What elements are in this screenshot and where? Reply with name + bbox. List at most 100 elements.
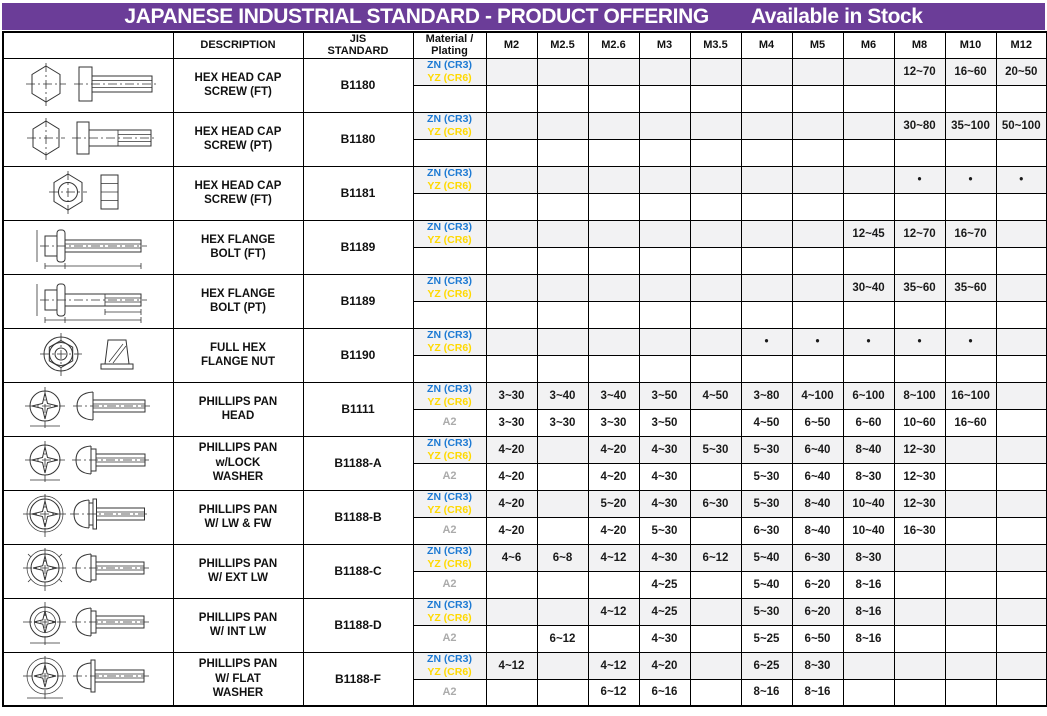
size-range-cell: [689, 219, 742, 248]
size-range-cell: •: [944, 165, 997, 194]
plating-yz-label: YZ (CR6): [427, 125, 472, 138]
size-range-cell: [485, 246, 538, 275]
phillips-pan-flat-washer-drawing: [2, 651, 174, 707]
plating-yz-label: YZ (CR6): [427, 71, 472, 84]
plating-zn-label: ZN (CR3): [427, 58, 472, 71]
plating-a2-label: [412, 246, 487, 275]
size-range-cell: [587, 570, 640, 599]
plating-yz-label: YZ (CR6): [427, 611, 472, 624]
product-row-a2: [3, 300, 1047, 329]
product-description: PHILLIPS PAN W/ LW & FW: [172, 489, 304, 545]
size-range-cell: [944, 300, 997, 329]
size-range-cell: [995, 327, 1047, 356]
size-range-cell: 3~30: [485, 381, 538, 410]
size-range-cell: [740, 219, 793, 248]
size-range-cell: [740, 246, 793, 275]
size-range-cell: 4~12: [587, 543, 640, 572]
product-table-body: HEX HEAD CAP SCREW (FT) B1180 ZN (CR3) Y…: [2, 57, 1047, 707]
size-range-cell: [995, 462, 1047, 491]
size-range-cell: [893, 354, 946, 383]
plating-yz-label: YZ (CR6): [427, 449, 472, 462]
col-header-material-plating: Material / Plating: [412, 31, 487, 59]
size-range-cell: [995, 489, 1047, 518]
size-range-cell: [536, 111, 589, 140]
size-range-cell: [791, 246, 844, 275]
plating-yz-label: YZ (CR6): [427, 287, 472, 300]
jis-standard-code: B1190: [302, 327, 414, 383]
size-range-cell: 16~30: [893, 516, 946, 545]
size-range-cell: 8~16: [842, 570, 895, 599]
title-bar: JAPANESE INDUSTRIAL STANDARD - PRODUCT O…: [2, 3, 1045, 30]
size-range-cell: 3~40: [587, 381, 640, 410]
jis-standard-code: B1181: [302, 165, 414, 221]
size-range-cell: 6~8: [536, 543, 589, 572]
phillips-pan-lock-washer-drawing: [2, 435, 174, 491]
size-range-cell: [638, 219, 691, 248]
size-range-cell: 16~100: [944, 381, 997, 410]
size-range-cell: [689, 138, 742, 167]
size-range-cell: 6~50: [791, 408, 844, 437]
size-range-cell: 5~30: [740, 435, 793, 464]
size-range-cell: [740, 354, 793, 383]
size-range-cell: [740, 138, 793, 167]
size-range-cell: 4~6: [485, 543, 538, 572]
plating-zn-label: ZN (CR3): [427, 112, 472, 125]
size-range-cell: [944, 354, 997, 383]
size-range-cell: 8~40: [791, 516, 844, 545]
size-range-cell: 6~30: [689, 489, 742, 518]
hex-flange-bolt-ft-drawing: [2, 219, 174, 275]
size-range-cell: [536, 570, 589, 599]
size-range-cell: 4~30: [638, 435, 691, 464]
size-range-cell: •: [995, 165, 1047, 194]
size-range-cell: [791, 354, 844, 383]
size-range-cell: [485, 300, 538, 329]
plating-yz-label: YZ (CR6): [427, 233, 472, 246]
product-row-a2: [3, 354, 1047, 383]
size-range-cell: [893, 678, 946, 707]
col-header-size-m6: M6: [842, 31, 895, 59]
product-row-plated: HEX FLANGE BOLT (PT) B1189 ZN (CR3) YZ (…: [2, 273, 1047, 329]
plating-znyz-label: ZN (CR3) YZ (CR6): [412, 273, 487, 302]
jis-standard-code: B1188-A: [302, 435, 414, 491]
size-range-cell: [944, 570, 997, 599]
plating-znyz-label: ZN (CR3) YZ (CR6): [412, 57, 487, 86]
size-range-cell: 4~30: [638, 624, 691, 653]
size-range-cell: [638, 192, 691, 221]
product-row-plated: HEX HEAD CAP SCREW (FT) B1180 ZN (CR3) Y…: [2, 57, 1047, 113]
plating-zn-label: ZN (CR3): [427, 652, 472, 665]
size-range-cell: 10~40: [842, 516, 895, 545]
jis-standard-code: B1188-B: [302, 489, 414, 545]
size-range-cell: [638, 327, 691, 356]
size-range-cell: 12~70: [893, 57, 946, 86]
jis-standard-code: B1180: [302, 57, 414, 113]
plating-zn-label: ZN (CR3): [427, 544, 472, 557]
size-range-cell: 3~30: [485, 408, 538, 437]
size-range-cell: [944, 624, 997, 653]
size-range-cell: [995, 246, 1047, 275]
size-range-cell: [485, 327, 538, 356]
size-range-cell: 16~70: [944, 219, 997, 248]
product-row-plated: PHILLIPS PAN w/LOCK WASHER B1188-A ZN (C…: [2, 435, 1047, 491]
size-range-cell: [842, 246, 895, 275]
size-range-cell: [638, 165, 691, 194]
plating-zn-label: ZN (CR3): [427, 274, 472, 287]
size-range-cell: [842, 165, 895, 194]
jis-standard-code: B1180: [302, 111, 414, 167]
size-range-cell: 6~20: [791, 597, 844, 626]
size-range-cell: 16~60: [944, 57, 997, 86]
size-range-cell: 6~100: [842, 381, 895, 410]
size-range-cell: [485, 165, 538, 194]
plating-zn-label: ZN (CR3): [427, 166, 472, 179]
size-range-cell: [587, 192, 640, 221]
size-range-cell: [689, 246, 742, 275]
plating-yz-label: YZ (CR6): [427, 503, 472, 516]
size-range-cell: [689, 651, 742, 680]
size-range-cell: 12~45: [842, 219, 895, 248]
plating-a2-label: A2: [412, 462, 487, 491]
size-range-cell: 6~30: [740, 516, 793, 545]
size-range-cell: •: [740, 327, 793, 356]
plating-znyz-label: ZN (CR3) YZ (CR6): [412, 219, 487, 248]
size-range-cell: 5~30: [740, 489, 793, 518]
size-range-cell: [689, 84, 742, 113]
size-range-cell: [893, 651, 946, 680]
